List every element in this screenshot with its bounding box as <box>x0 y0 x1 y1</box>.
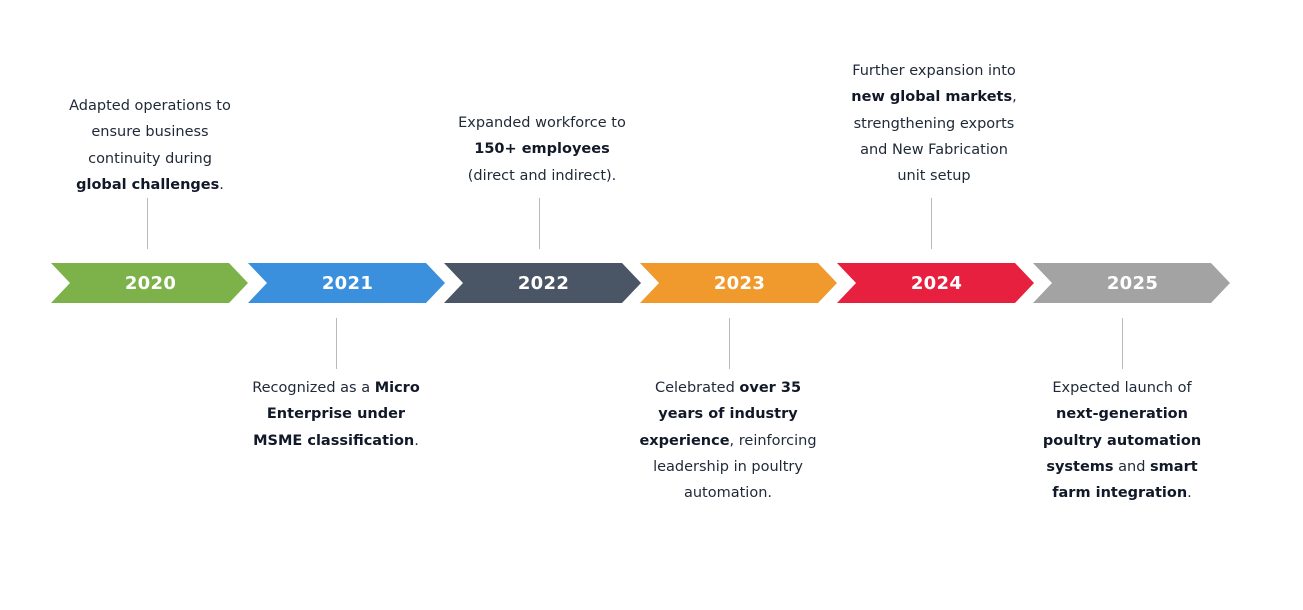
milestone-2024-note: Further expansion into new global markets… <box>834 58 1034 189</box>
milestone-2023-year: 2023 <box>713 272 766 294</box>
note-text: and New Fabrication <box>860 141 1008 158</box>
milestone-2025-note: Expected launch of next-generation poultry… <box>1022 375 1222 506</box>
milestone-2024-arrow: 2024 <box>837 263 1034 303</box>
milestone-2025-connector <box>1122 318 1123 369</box>
note-bold-text: next-generation <box>1056 406 1188 423</box>
note-text: . <box>414 432 419 449</box>
milestone-2025-year: 2025 <box>1106 272 1159 294</box>
note-text: Celebrated <box>654 380 740 396</box>
note-text: Recognized as a <box>252 380 375 396</box>
milestone-2024-connector <box>931 198 932 249</box>
note-text: . <box>219 176 224 193</box>
note-bold-text: global challenges <box>76 176 220 193</box>
note-text: Expanded workforce to <box>458 115 626 131</box>
note-bold-text: 150+ employees <box>474 141 610 158</box>
note-text: unit setup <box>897 168 971 185</box>
milestone-2022-connector <box>539 198 540 249</box>
milestone-2020-note: Adapted operations to ensure business cont… <box>50 93 250 198</box>
note-text: , <box>1012 89 1017 106</box>
milestone-2022-arrow: 2022 <box>444 263 641 303</box>
note-text: ensure business <box>91 124 209 141</box>
milestone-2022-year: 2022 <box>517 272 570 294</box>
milestone-2021-year: 2021 <box>321 272 374 294</box>
milestone-2023-note: Celebrated over 35 years of industry exper… <box>628 375 828 506</box>
note-bold-text: new global markets <box>851 89 1013 106</box>
milestone-2021-connector <box>336 318 337 369</box>
note-text: . <box>1187 485 1192 502</box>
note-text: Expected launch of <box>1052 380 1192 396</box>
note-text: automation. <box>683 485 773 502</box>
milestone-2023-arrow: 2023 <box>640 263 837 303</box>
milestone-2023-connector <box>729 318 730 369</box>
milestone-2022-note: Expanded workforce to 150+ employees (dire… <box>442 110 642 189</box>
note-text: leadership in poultry <box>653 458 803 475</box>
note-bold-text: over 35 <box>739 380 802 396</box>
note-text: and <box>1113 458 1151 475</box>
note-text: (direct and indirect). <box>467 167 617 184</box>
note-bold-text: MSME classification <box>253 432 415 449</box>
note-bold-text: systems <box>1046 458 1114 475</box>
note-bold-text: experience <box>639 432 730 449</box>
note-text: Adapted operations to <box>69 98 231 114</box>
note-text: continuity during <box>88 150 212 167</box>
milestone-2020-year: 2020 <box>124 272 177 294</box>
note-bold-text: farm integration <box>1052 485 1188 502</box>
note-text: , reinforcing <box>729 432 817 449</box>
note-bold-text: smart <box>1150 458 1198 475</box>
note-text: Further expansion into <box>852 63 1016 79</box>
milestone-2021-note: Recognized as a Micro Enterprise under MSM… <box>236 375 436 454</box>
note-bold-text: years of industry <box>658 406 798 423</box>
note-bold-text: poultry automation <box>1042 432 1202 449</box>
note-text: strengthening exports <box>853 115 1015 132</box>
milestone-2021-arrow: 2021 <box>248 263 445 303</box>
milestone-2020-arrow: 2020 <box>51 263 248 303</box>
note-bold-text: Micro <box>374 380 420 396</box>
note-bold-text: Enterprise under <box>266 406 406 423</box>
milestone-2020-connector <box>147 198 148 249</box>
milestone-2024-year: 2024 <box>910 272 963 294</box>
milestone-2025-arrow: 2025 <box>1033 263 1230 303</box>
